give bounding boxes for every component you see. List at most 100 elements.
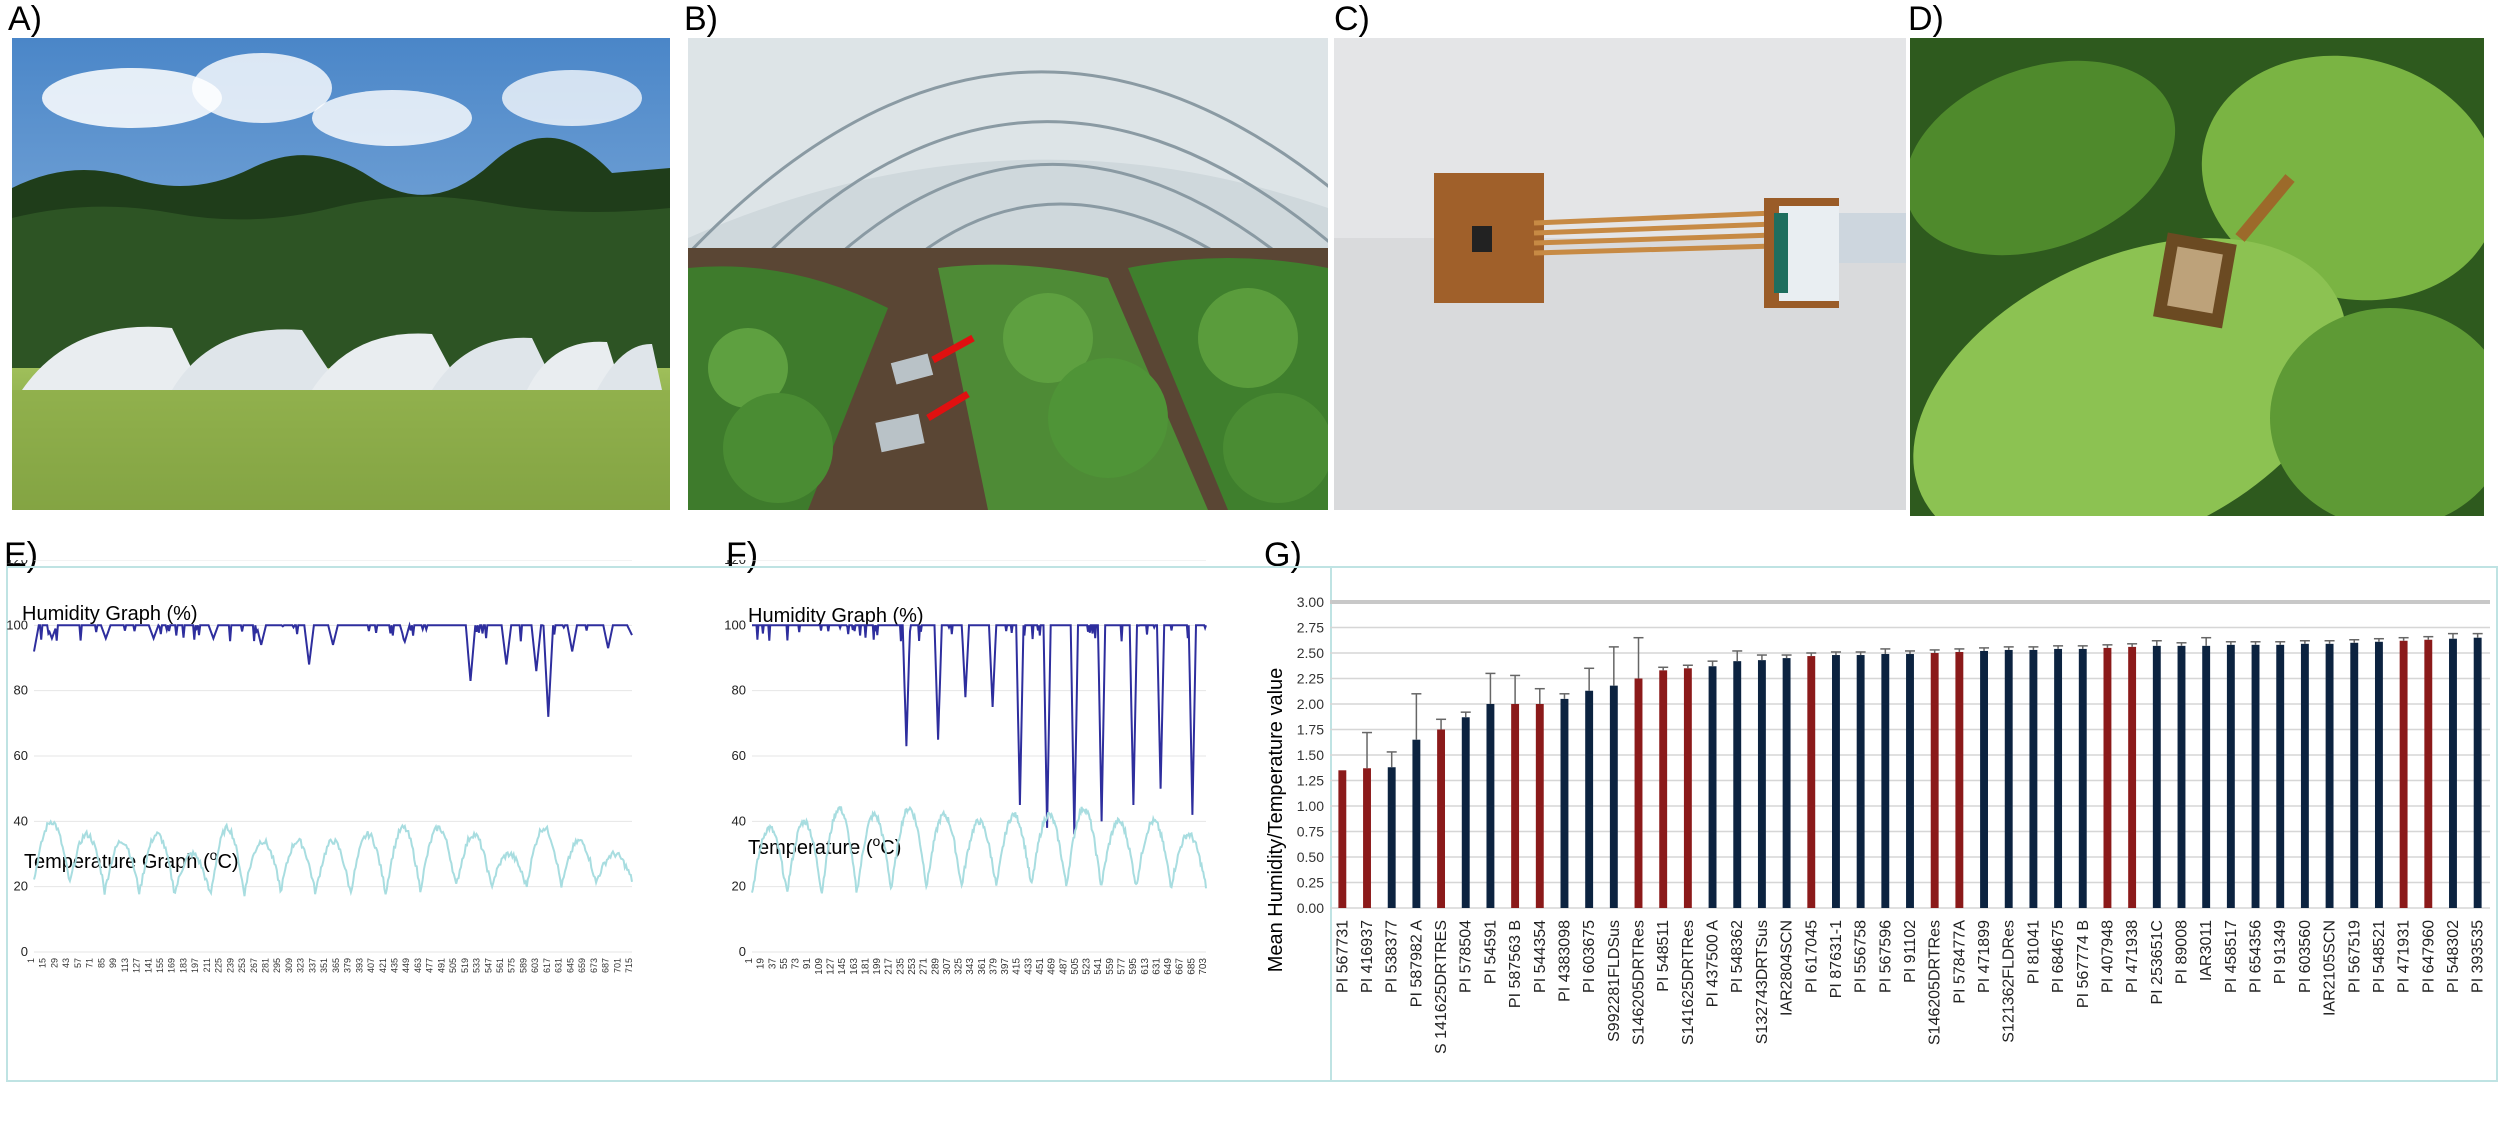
bar (1733, 661, 1742, 908)
bar (2325, 643, 2334, 908)
x-tick-label: PI 437500 A (1705, 920, 1722, 1008)
x-tick-label: 351 (319, 958, 329, 973)
y-tick-label: 20 (14, 879, 28, 894)
bar (2004, 649, 2013, 908)
x-tick-label: PI 458517 (2223, 920, 2240, 993)
x-tick-label: 667 (1175, 958, 1186, 975)
x-tick-label: 505 (1070, 958, 1081, 975)
x-tick-label: 547 (483, 958, 493, 973)
y-tick-label: 2.00 (1297, 696, 1324, 712)
y-tick-label: 1.00 (1297, 798, 1324, 814)
bar (1585, 690, 1594, 908)
x-tick-label: 703 (1198, 958, 1209, 975)
x-tick-label: 613 (1140, 958, 1151, 975)
y-tick-label: 0 (739, 944, 746, 959)
y-tick-label: 120 (6, 560, 28, 567)
x-tick-label: 295 (272, 958, 282, 973)
y-tick-label: 40 (732, 813, 746, 828)
bar (2399, 640, 2408, 908)
x-tick-label: PI 538377 (1384, 920, 1401, 993)
bar (1881, 654, 1890, 908)
bar (1363, 768, 1371, 908)
x-tick-label: 29 (49, 958, 59, 968)
bar (2276, 644, 2285, 908)
photo-hoop-houses (12, 38, 670, 510)
y-tick-label: 80 (732, 683, 746, 698)
x-tick-label: 325 (954, 958, 965, 975)
x-tick-label: 217 (884, 958, 895, 975)
x-tick-label: 271 (919, 958, 930, 975)
x-tick-label: PI 407948 (2099, 920, 2116, 993)
x-tick-label: 559 (1105, 958, 1116, 975)
x-tick-label: PI 603560 (2297, 920, 2314, 993)
x-tick-label: 687 (601, 958, 611, 973)
y-tick-label: 60 (732, 748, 746, 763)
photo-flexible-sensor (1334, 38, 1906, 510)
x-tick-label: 617 (542, 958, 552, 973)
x-tick-label: 407 (366, 958, 376, 973)
bar (1609, 685, 1618, 908)
x-tick-label: 595 (1128, 958, 1139, 975)
chart-f-temperature-series (751, 805, 1207, 894)
x-tick-label: 491 (436, 958, 446, 973)
x-tick-label: 685 (1186, 958, 1197, 975)
x-tick-label: 477 (425, 958, 435, 973)
y-tick-label: 100 (6, 617, 28, 632)
y-tick-label: 2.75 (1297, 620, 1324, 636)
x-tick-label: PI 416937 (1359, 920, 1376, 993)
x-tick-label: 155 (155, 958, 165, 973)
x-tick-label: 289 (930, 958, 941, 975)
x-tick-label: 71 (85, 958, 95, 968)
x-tick-label: 225 (214, 958, 224, 973)
x-tick-label: 603 (530, 958, 540, 973)
chart-f: Humidity Graph (%) Temperature (oC) 0 20 4… (724, 560, 1209, 975)
x-tick-label: 365 (331, 958, 341, 973)
bar (1683, 668, 1692, 908)
y-tick-label: 1.75 (1297, 722, 1324, 738)
bar (1511, 704, 1520, 908)
chart-f-humidity-series (752, 624, 1207, 835)
x-tick-label: 163 (849, 958, 860, 975)
bar (2202, 645, 2211, 908)
x-tick-label: 307 (942, 958, 953, 975)
x-tick-label: 379 (343, 958, 353, 973)
x-tick-label: PI 647960 (2420, 920, 2437, 993)
x-tick-label: 649 (1163, 958, 1174, 975)
x-tick-label: S146205DRTRes (1927, 920, 1944, 1045)
x-tick-label: 199 (872, 958, 883, 975)
y-tick-label: 120 (724, 560, 746, 567)
bar (1782, 658, 1791, 908)
x-tick-label: PI 567731 (1334, 920, 1351, 993)
x-tick-label: 561 (495, 958, 505, 973)
x-tick-label: PI 471938 (2124, 920, 2141, 993)
chart-e: Humidity Graph (%) Temperature Graph (oC… (6, 560, 634, 973)
chart-e-temperature-series (33, 819, 633, 897)
x-tick-label: 589 (518, 958, 528, 973)
bar (2251, 644, 2260, 908)
bar (1338, 770, 1347, 908)
x-tick-label: 533 (472, 958, 482, 973)
x-tick-label: IAR2105SCN (2322, 920, 2339, 1016)
x-tick-label: 181 (860, 958, 871, 975)
bar (2300, 643, 2309, 908)
x-tick-label: 397 (1000, 958, 1011, 975)
x-tick-label: 15 (38, 958, 48, 968)
chart-e-humidity-title: Humidity Graph (%) (22, 603, 198, 625)
bar (2473, 637, 2482, 908)
x-tick-label: 451 (1035, 958, 1046, 975)
x-tick-label: 577 (1117, 958, 1128, 975)
y-tick-label: 20 (732, 879, 746, 894)
x-tick-label: S992281FLDSus (1606, 920, 1623, 1042)
x-tick-label: IAR2804SCN (1779, 920, 1796, 1016)
x-tick-label: 73 (791, 958, 802, 970)
x-tick-label: 421 (378, 958, 388, 973)
x-tick-label: S141625DRTRes (1680, 920, 1697, 1045)
y-tick-label: 2.50 (1297, 645, 1324, 661)
bar (1486, 704, 1495, 908)
x-tick-label: 211 (202, 958, 212, 972)
bar (1757, 660, 1766, 908)
panel-label-d: D) (1908, 0, 1944, 38)
bar (1807, 656, 1816, 908)
chart-e-humidity-series (33, 621, 633, 717)
x-tick-label: 715 (624, 958, 634, 973)
